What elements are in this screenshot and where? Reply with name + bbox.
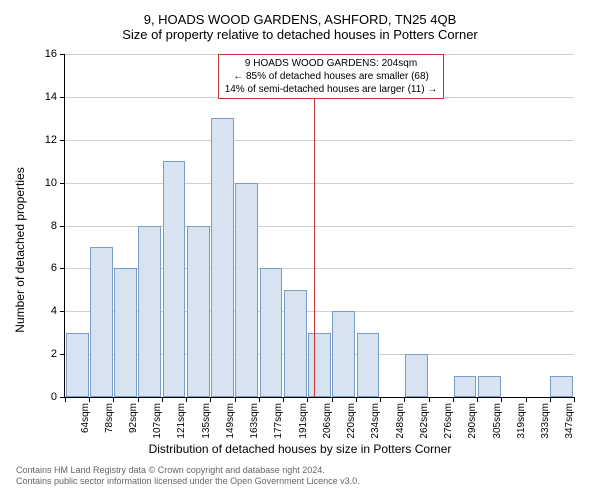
x-tick [380,397,381,402]
y-tick [60,97,65,98]
histogram-bar [284,290,307,397]
attribution-line1: Contains HM Land Registry data © Crown c… [16,465,584,477]
grid-line [65,183,574,184]
x-tick-label: 220sqm [346,403,357,439]
y-tick [60,226,65,227]
marker-line [314,54,315,397]
x-tick [477,397,478,402]
x-tick [453,397,454,402]
y-tick-label: 12 [45,134,57,146]
popup-line2: ← 85% of detached houses are smaller (68… [225,70,438,83]
histogram-bar [357,333,380,397]
y-tick [60,311,65,312]
y-tick [60,268,65,269]
histogram-bar [114,268,137,397]
x-tick-label: 149sqm [225,403,236,439]
x-tick-label: 234sqm [370,403,381,439]
x-tick [210,397,211,402]
histogram-bar [454,376,477,397]
x-tick [113,397,114,402]
y-tick-label: 14 [45,91,57,103]
x-tick-label: 92sqm [128,403,139,433]
x-tick [501,397,502,402]
histogram-bar [260,268,283,397]
x-axis-title: Distribution of detached houses by size … [8,442,592,456]
y-tick-label: 2 [51,348,57,360]
y-tick [60,183,65,184]
x-tick [65,397,66,402]
chart-container: 9, HOADS WOOD GARDENS, ASHFORD, TN25 4QB… [8,8,592,492]
chart-title-main: 9, HOADS WOOD GARDENS, ASHFORD, TN25 4QB [8,12,592,27]
grid-line [65,140,574,141]
x-tick-label: 107sqm [152,403,163,439]
x-tick-label: 333sqm [540,403,551,439]
x-tick-label: 276sqm [443,403,454,439]
x-tick-label: 305sqm [492,403,503,439]
x-tick-label: 206sqm [322,403,333,439]
histogram-bar [138,226,161,398]
x-tick-label: 78sqm [104,403,115,433]
y-tick [60,54,65,55]
x-tick-label: 248sqm [395,403,406,439]
histogram-bar [211,118,234,397]
popup-line1: 9 HOADS WOOD GARDENS: 204sqm [225,57,438,70]
x-tick [162,397,163,402]
histogram-bar [235,183,258,397]
x-tick-label: 135sqm [201,403,212,439]
x-tick-label: 319sqm [516,403,527,439]
x-tick [138,397,139,402]
x-tick [332,397,333,402]
attribution-line2: Contains public sector information licen… [16,476,584,488]
histogram-bar [66,333,89,397]
x-tick [186,397,187,402]
y-tick-label: 6 [51,262,57,274]
x-tick-label: 64sqm [80,403,91,433]
x-tick [404,397,405,402]
y-axis-title: Number of detached properties [13,167,27,332]
chart-title-sub: Size of property relative to detached ho… [8,27,592,42]
x-tick-label: 177sqm [273,403,284,439]
histogram-bar [550,376,573,397]
y-tick-label: 4 [51,305,57,317]
x-tick [574,397,575,402]
histogram-bar [90,247,113,397]
y-tick-label: 10 [45,177,57,189]
x-tick-label: 163sqm [249,403,260,439]
histogram-bar [187,226,210,398]
x-tick [235,397,236,402]
x-tick [356,397,357,402]
histogram-bar [163,161,186,397]
x-tick [526,397,527,402]
x-tick [283,397,284,402]
histogram-bar [308,333,331,397]
x-tick-label: 347sqm [564,403,575,439]
histogram-bar [405,354,428,397]
plot-area: 9 HOADS WOOD GARDENS: 204sqm ← 85% of de… [64,54,574,398]
x-tick-label: 121sqm [176,403,187,439]
attribution: Contains HM Land Registry data © Crown c… [16,465,584,488]
x-tick [429,397,430,402]
x-tick [89,397,90,402]
y-tick-label: 0 [51,391,57,403]
histogram-bar [478,376,501,397]
x-tick-label: 191sqm [298,403,309,439]
x-tick-label: 262sqm [419,403,430,439]
histogram-bar [332,311,355,397]
y-tick-label: 16 [45,48,57,60]
x-tick [259,397,260,402]
annotation-popup: 9 HOADS WOOD GARDENS: 204sqm ← 85% of de… [218,54,445,99]
y-tick [60,354,65,355]
x-tick [550,397,551,402]
y-tick [60,140,65,141]
y-tick-label: 8 [51,220,57,232]
popup-line3: 14% of semi-detached houses are larger (… [225,83,438,96]
x-tick-label: 290sqm [467,403,478,439]
x-tick [307,397,308,402]
